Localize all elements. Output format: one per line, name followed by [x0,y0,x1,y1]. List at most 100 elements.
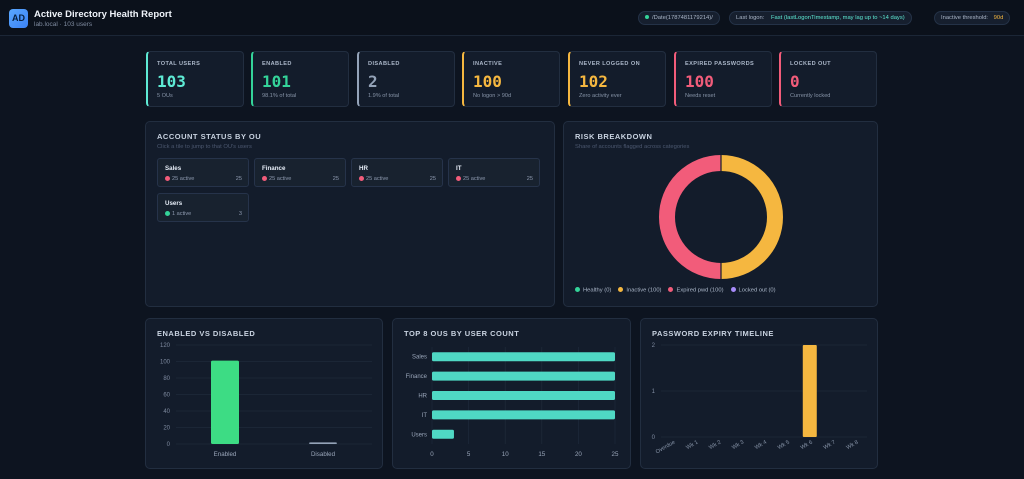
y-tick-label: IT [422,413,428,419]
app-header: AD Active Directory Health Report lab.lo… [0,0,1024,36]
y-tick-label: Finance [406,374,428,380]
legend-item[interactable]: Healthy (0) [575,287,611,294]
x-tick-label: Wk 1 [685,440,699,452]
legend-item[interactable]: Expired pwd (100) [668,287,724,294]
bar [432,391,615,400]
legend-swatch-icon [668,287,674,292]
ou-tile-status-text: 25 active [172,176,195,182]
inactive-threshold-value: 90d [993,15,1004,21]
ou-tile-name: Sales [165,165,182,172]
status-dot-icon [645,15,649,20]
stat-sub: 5 OUs [157,93,173,99]
stat-value: 2 [368,72,378,91]
ou-tile-count: 25 [526,176,533,182]
report-date: /Date(1787481179214)/ [652,15,713,21]
ad-logo-icon: AD [9,9,28,28]
risk-breakdown-panel: RISK BREAKDOWN Share of accounts flagged… [563,121,878,307]
ou-tile[interactable]: Finance 25 active 25 [254,158,346,187]
status-dot-icon [359,176,364,181]
ou-tile-name: Finance [262,165,286,172]
top-ous-panel: TOP 8 OUS BY USER COUNT 0 5 10 15 20 25 Sales F… [392,318,631,469]
password-expiry-panel: PASSWORD EXPIRY TIMELINE 0 1 2 Overdue Wk 1 W… [640,318,878,469]
stat-card[interactable]: TOTAL USERS 103 5 OUs [146,51,244,107]
x-tick-label: Wk 7 [823,440,837,452]
report-date-pill: /Date(1787481179214)/ [638,11,720,25]
ou-status-subtitle: Click a tile to jump to that OU's users [157,144,252,150]
status-dot-icon [456,176,461,181]
bar [432,371,615,381]
y-tick-label: 40 [163,409,170,415]
x-tick-label: Disabled [311,451,336,458]
stat-label: EXPIRED PASSWORDS [685,61,755,67]
x-tick-label: Wk 4 [754,440,768,452]
legend-label: Expired pwd (100) [676,287,724,294]
stat-sub: Zero activity ever [579,93,622,99]
stat-card[interactable]: DISABLED 2 1.9% of total [357,51,455,107]
status-dot-icon [165,211,170,216]
x-tick-label: Wk 5 [777,440,791,452]
stat-card[interactable]: INACTIVE 100 No logon > 90d [462,51,560,107]
ou-status-panel: ACCOUNT STATUS BY OU Click a tile to jum… [145,121,555,307]
bar [211,360,239,444]
password-expiry-chart: 0 1 2 Overdue Wk 1 Wk 2 Wk 3 Wk 4 Wk 5 Wk 6 Wk 7 Wk… [652,343,867,456]
y-tick-label: 100 [160,360,171,366]
stat-value: 103 [157,72,186,91]
ou-tile[interactable]: HR 25 active 25 [351,158,443,187]
y-tick-label: 1 [652,389,656,395]
ou-tile[interactable]: Sales 25 active 25 [157,158,249,187]
x-tick-label: 5 [467,451,471,458]
x-tick-label: Overdue [655,440,677,456]
inactive-threshold-pill: Inactive threshold: 90d [934,11,1011,25]
last-logon-label: Last logon: [736,15,765,21]
risk-breakdown-subtitle: Share of accounts flagged across categor… [575,144,690,150]
stat-sub: 1.9% of total [368,93,400,99]
enabled-disabled-panel: ENABLED VS DISABLED 0 20 40 60 80 100 120 Enabl… [145,318,383,469]
legend-label: Healthy (0) [583,287,612,294]
ou-tile-status: 25 active [359,176,388,182]
ou-tile-status: 1 active [165,211,191,217]
last-logon-value: Fast (lastLogonTimestamp, may lag up to … [771,15,905,21]
ou-tile-name: HR [359,165,368,172]
status-dot-icon [262,176,267,181]
legend-item[interactable]: Inactive (100) [618,287,661,294]
y-tick-label: Sales [412,355,427,361]
page-subtitle: lab.local · 103 users [34,21,93,28]
x-tick-label: Enabled [214,451,237,458]
ou-tile-status: 25 active [262,176,291,182]
ou-tile-count: 3 [238,211,242,217]
top-ous-chart: 0 5 10 15 20 25 Sales Finance HR IT Users [406,347,619,458]
ou-tile[interactable]: IT 25 active 25 [448,158,540,187]
stat-card[interactable]: ENABLED 101 98.1% of total [251,51,349,107]
risk-legend: Healthy (0) Inactive (100) Expired pwd (10… [575,287,783,294]
stat-card[interactable]: EXPIRED PASSWORDS 100 Needs reset [674,51,772,107]
ou-tile-count: 25 [332,176,339,182]
inactive-threshold-label: Inactive threshold: [941,15,989,21]
stat-label: DISABLED [368,61,400,67]
bar [432,410,615,420]
legend-swatch-icon [730,287,736,292]
stat-sub: Needs reset [685,93,716,99]
ou-tile-status: 25 active [165,176,194,182]
legend-item[interactable]: Locked out (0) [730,287,776,294]
x-tick-label: Wk 6 [800,440,814,452]
status-dot-icon [165,176,170,181]
stat-label: LOCKED OUT [790,61,831,67]
ou-tile-count: 25 [235,176,242,182]
x-tick-label: 15 [538,451,545,458]
stat-sub: No logon > 90d [473,93,512,99]
stat-value: 102 [579,72,608,91]
ou-tile[interactable]: Users 1 active 3 [157,193,249,222]
enabled-disabled-chart: 0 20 40 60 80 100 120 Enabled Disabled [160,343,372,458]
y-tick-label: 0 [167,442,171,448]
password-expiry-title: PASSWORD EXPIRY TIMELINE [652,329,774,338]
enabled-disabled-title: ENABLED VS DISABLED [157,329,256,338]
bar [309,442,337,444]
stat-value: 101 [262,72,291,91]
x-tick-label: 10 [502,451,509,458]
y-tick-label: 60 [163,393,170,399]
stat-card[interactable]: NEVER LOGGED ON 102 Zero activity ever [568,51,666,107]
stat-card[interactable]: LOCKED OUT 0 Currently locked [779,51,877,107]
donut-slice [720,155,783,279]
stat-value: 0 [790,72,800,91]
x-tick-label: 0 [430,451,434,458]
